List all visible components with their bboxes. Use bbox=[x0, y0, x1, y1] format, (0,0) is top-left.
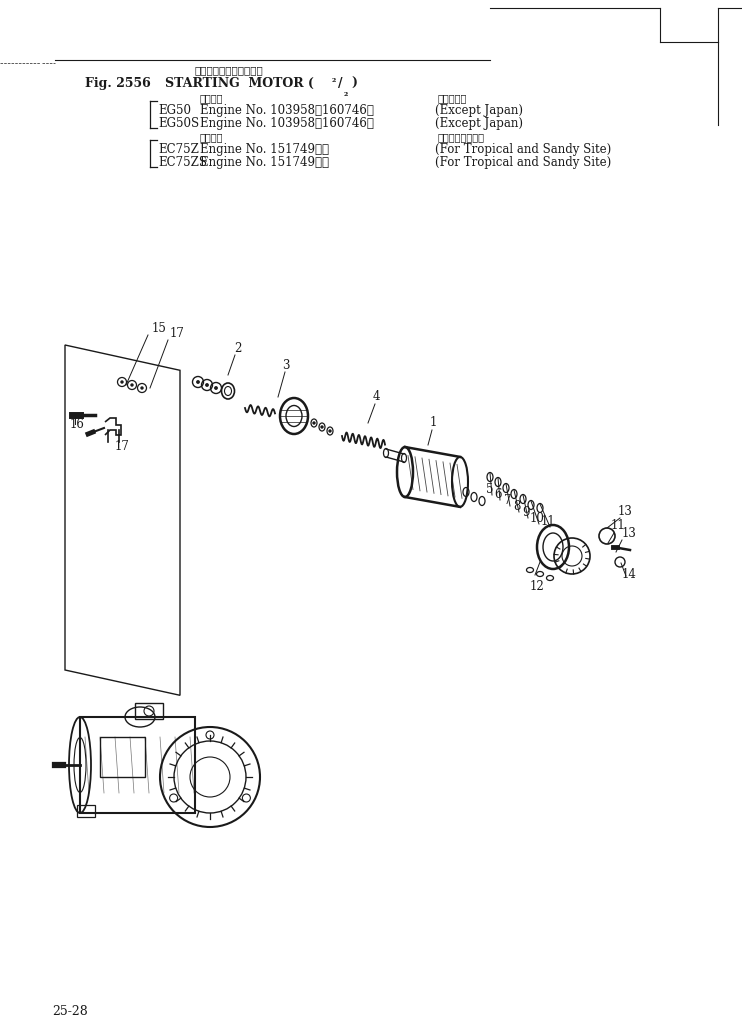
Text: 17: 17 bbox=[115, 440, 130, 453]
Text: 13: 13 bbox=[622, 527, 637, 540]
Text: 3: 3 bbox=[282, 359, 289, 372]
Circle shape bbox=[121, 381, 123, 383]
Text: 16: 16 bbox=[70, 418, 85, 431]
Circle shape bbox=[141, 387, 143, 389]
Circle shape bbox=[197, 381, 199, 383]
Bar bbox=[135, 703, 163, 719]
Text: 5: 5 bbox=[486, 483, 493, 496]
Text: Engine No. 103958～160746）: Engine No. 103958～160746） bbox=[200, 104, 374, 117]
Text: Engine No. 151749～）: Engine No. 151749～） bbox=[200, 156, 329, 169]
Text: 7: 7 bbox=[505, 494, 512, 507]
Text: ): ) bbox=[351, 77, 357, 90]
Text: 17: 17 bbox=[170, 327, 185, 340]
Text: 15: 15 bbox=[152, 322, 167, 335]
Circle shape bbox=[214, 387, 217, 389]
Text: STARTING  MOTOR (: STARTING MOTOR ( bbox=[165, 77, 314, 90]
Text: 海　外　向: 海 外 向 bbox=[438, 93, 467, 103]
Text: 1: 1 bbox=[430, 416, 437, 429]
Text: 6: 6 bbox=[494, 488, 502, 501]
Text: EC75ZS: EC75ZS bbox=[158, 156, 207, 169]
Text: 11: 11 bbox=[611, 519, 626, 532]
Text: 14: 14 bbox=[622, 568, 637, 581]
Text: (For Tropical and Sandy Site): (For Tropical and Sandy Site) bbox=[435, 156, 611, 169]
Text: Engine No. 151749～）: Engine No. 151749～） bbox=[200, 143, 329, 156]
Circle shape bbox=[321, 426, 323, 428]
Text: Fig. 2556: Fig. 2556 bbox=[85, 77, 151, 90]
Text: EC75Z: EC75Z bbox=[158, 143, 199, 156]
Text: 10: 10 bbox=[530, 512, 545, 525]
Circle shape bbox=[329, 430, 331, 432]
Text: 8: 8 bbox=[513, 500, 521, 513]
Circle shape bbox=[206, 384, 209, 386]
Text: 熱帯・砂漠地仕様: 熱帯・砂漠地仕様 bbox=[438, 132, 485, 142]
Text: 適用号機: 適用号機 bbox=[200, 132, 223, 142]
Text: 12: 12 bbox=[530, 580, 545, 593]
Text: ₂: ₂ bbox=[344, 88, 349, 98]
Circle shape bbox=[131, 384, 133, 386]
Text: スターティング　モータ: スターティング モータ bbox=[195, 65, 263, 75]
Text: 11: 11 bbox=[541, 514, 555, 528]
Text: (Except Japan): (Except Japan) bbox=[435, 117, 523, 130]
Bar bbox=[80, 717, 195, 813]
Bar bbox=[100, 737, 145, 777]
Text: 25-28: 25-28 bbox=[52, 1005, 88, 1018]
Text: Engine No. 103958～160746）: Engine No. 103958～160746） bbox=[200, 117, 374, 130]
Text: (Except Japan): (Except Japan) bbox=[435, 104, 523, 117]
Text: 9: 9 bbox=[522, 506, 530, 519]
Text: 4: 4 bbox=[373, 390, 381, 403]
Text: 13: 13 bbox=[618, 505, 633, 518]
Text: 2: 2 bbox=[234, 342, 241, 355]
Circle shape bbox=[313, 422, 315, 424]
Bar bbox=[77, 805, 95, 817]
Text: EG50S: EG50S bbox=[158, 117, 199, 130]
Text: (For Tropical and Sandy Site): (For Tropical and Sandy Site) bbox=[435, 143, 611, 156]
Text: EG50: EG50 bbox=[158, 104, 191, 117]
Text: 適用号機: 適用号機 bbox=[200, 93, 223, 103]
Text: /: / bbox=[338, 77, 343, 90]
Text: ²: ² bbox=[332, 78, 336, 87]
